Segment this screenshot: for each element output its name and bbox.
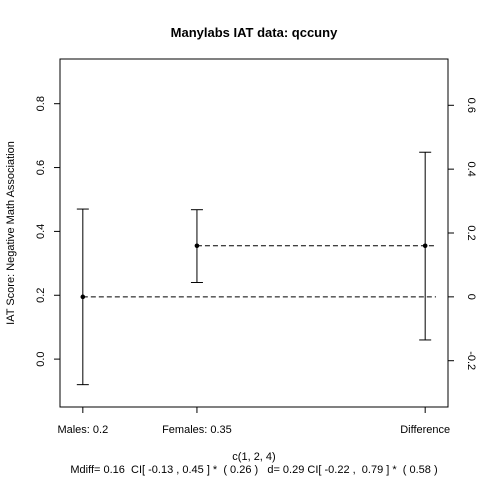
x-axis-label: c(1, 2, 4) xyxy=(232,451,275,463)
right-axis: -0.2 0 0.2 0.4 0.6 xyxy=(448,98,477,371)
left-axis-tick-label: 0.8 xyxy=(35,96,47,111)
x-axis: Males: 0.2 Females: 0.35 Difference xyxy=(57,407,450,436)
x-axis-tick-label: Difference xyxy=(400,424,450,436)
plot-box xyxy=(60,59,448,407)
left-axis: 0.0 0.2 0.4 0.6 0.8 xyxy=(35,96,60,367)
right-axis-tick-label: 0.2 xyxy=(465,225,477,240)
right-axis-tick-label: 0.4 xyxy=(465,161,477,176)
x-axis-tick-label: Females: 0.35 xyxy=(162,424,232,436)
data-point xyxy=(195,243,200,248)
data-point xyxy=(423,243,428,248)
chart-subtitle: Mdiff= 0.16 CI[ -0.13 , 0.45 ] * ( 0.26 … xyxy=(70,464,437,476)
x-axis-tick-label: Males: 0.2 xyxy=(57,424,108,436)
right-axis-tick-label: -0.2 xyxy=(465,351,477,370)
left-axis-tick-label: 0.6 xyxy=(35,160,47,175)
left-axis-tick-label: 0.0 xyxy=(35,351,47,366)
right-axis-tick-label: 0.6 xyxy=(465,98,477,113)
error-bars xyxy=(77,152,431,384)
y-axis-label: IAT Score: Negative Math Association xyxy=(5,141,17,325)
data-point xyxy=(81,295,86,300)
reference-lines xyxy=(83,246,436,297)
left-axis-tick-label: 0.2 xyxy=(35,288,47,303)
chart-title: Manylabs IAT data: qccuny xyxy=(171,25,338,40)
left-axis-tick-label: 0.4 xyxy=(35,224,47,239)
right-axis-tick-label: 0 xyxy=(465,294,477,300)
